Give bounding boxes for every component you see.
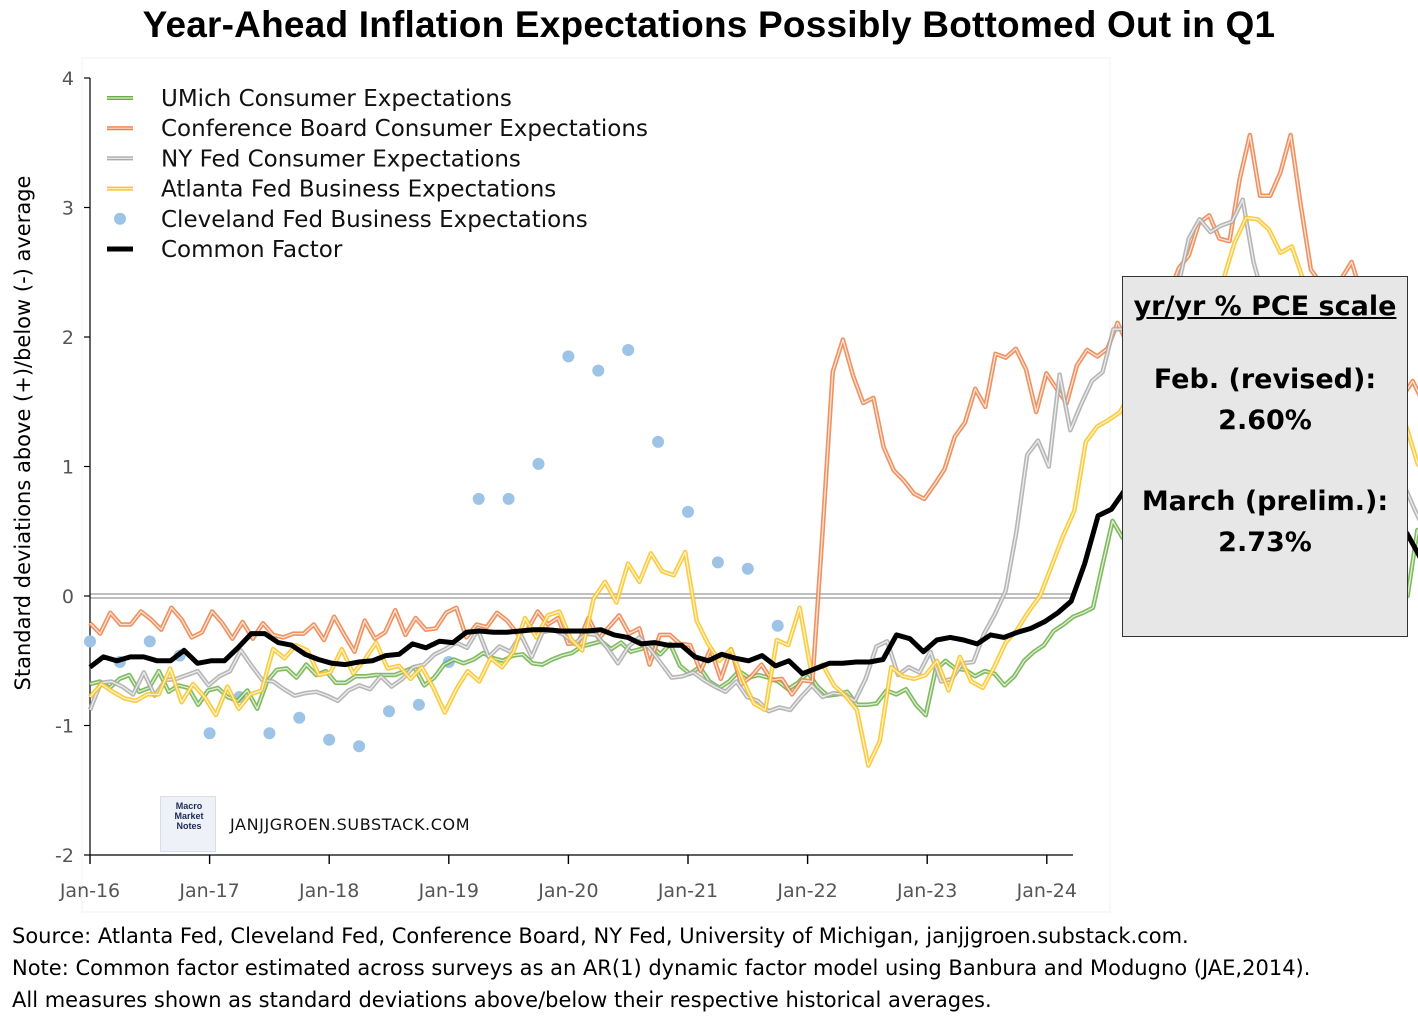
cleveland-fed-business-expectations-point: [293, 711, 306, 724]
cleveland-fed-business-expectations-point: [532, 457, 545, 470]
cleveland-fed-business-expectations-point: [353, 740, 366, 753]
y-tick-label: -2: [55, 845, 74, 867]
cleveland-fed-business-expectations-legend-marker: [114, 212, 126, 225]
chart-title: Year-Ahead Inflation Expectations Possib…: [142, 4, 1276, 45]
axes: 4 3 2 1 0 -1 -2 Jan-16 Jan-17 Jan-18 Jan-19 Jan-20 J…: [55, 68, 1077, 902]
x-tick-label: Jan-19: [418, 880, 479, 902]
cleveland-fed-business-expectations-point: [622, 343, 635, 356]
cleveland-fed-business-expectations-point: [84, 635, 96, 648]
x-tick-label: Jan-24: [1016, 880, 1077, 902]
x-tick-label: Jan-16: [59, 880, 120, 902]
footnotes: Source: Atlanta Fed, Cleveland Fed, Conf…: [12, 920, 1310, 1016]
cleveland-fed-business-expectations-point: [711, 556, 724, 569]
x-tick-label: Jan-23: [896, 880, 957, 902]
cleveland-fed-business-expectations-point: [472, 492, 485, 505]
feb-value: 2.60%: [1218, 405, 1312, 436]
x-tick-label: Jan-22: [776, 880, 837, 902]
cleveland-fed-business-expectations-point: [741, 562, 754, 575]
march-value: 2.73%: [1218, 527, 1312, 558]
cleveland-fed-business-expectations-point: [412, 698, 425, 711]
conference-board-consumer-expectations-line-highlight: [89, 134, 1418, 696]
measure-note: All measures shown as standard deviation…: [12, 988, 992, 1012]
x-tick-label: Jan-18: [298, 880, 359, 902]
feb-label: Feb. (revised):: [1153, 364, 1377, 395]
legend: UMich Consumer Expectations Conference Bo…: [107, 86, 648, 263]
cleveland-fed-business-expectations-point: [502, 492, 515, 505]
logo-text: Macro Market Notes: [174, 801, 204, 831]
cleveland-fed-business-expectations-point: [592, 364, 605, 377]
cleveland-fed-business-expectations-legend-label: Cleveland Fed Business Expectations: [161, 207, 588, 233]
march-label: March (prelim.):: [1141, 486, 1389, 517]
y-axis-label: Standard deviations above (+)/below (-) …: [11, 176, 35, 691]
method-note: Note: Common factor estimated across sur…: [12, 956, 1311, 980]
y-tick-label: 4: [62, 68, 74, 90]
source-note: Source: Atlanta Fed, Cleveland Fed, Conf…: [12, 924, 1189, 948]
watermark: Macro Market Notes JANJJGROEN.SUBSTACK.C…: [160, 796, 470, 852]
macro-market-notes-logo: Macro Market Notes: [160, 796, 216, 852]
y-tick-label: 2: [62, 327, 74, 349]
cleveland-fed-business-expectations-point: [263, 727, 276, 740]
cleveland-fed-business-expectations-point: [652, 435, 665, 448]
cleveland-fed-business-expectations-point: [323, 733, 336, 746]
atlanta-fed-business-expectations-legend-label: Atlanta Fed Business Expectations: [161, 177, 556, 203]
cleveland-fed-business-expectations-point: [682, 505, 694, 518]
cleveland-fed-business-expectations-point: [143, 635, 156, 648]
plot-panel: [81, 57, 1111, 913]
x-tick-label: Jan-17: [178, 880, 239, 902]
y-tick-label: 3: [62, 198, 74, 220]
y-tick-label: 0: [62, 586, 74, 608]
watermark-text: JANJJGROEN.SUBSTACK.COM: [230, 814, 471, 834]
pce-scale-box: yr/yr % PCE scale Feb. (revised): 2.60% …: [1122, 276, 1408, 637]
common-factor-legend-label: Common Factor: [161, 237, 343, 263]
umich-consumer-expectations-legend-label: UMich Consumer Expectations: [161, 86, 512, 112]
cleveland-fed-business-expectations-point: [383, 705, 395, 718]
cleveland-fed-business-expectations-point: [771, 619, 784, 632]
ny-fed-consumer-expectations-legend-label: NY Fed Consumer Expectations: [161, 146, 521, 172]
pce-box-header: yr/yr % PCE scale: [1133, 291, 1397, 322]
conference-board-consumer-expectations-legend-label: Conference Board Consumer Expectations: [161, 116, 648, 142]
cleveland-fed-business-expectations-point: [203, 727, 216, 740]
x-tick-label: Jan-20: [537, 880, 598, 902]
y-tick-label: -1: [55, 716, 74, 738]
x-tick-label: Jan-21: [657, 880, 718, 902]
y-tick-label: 1: [62, 457, 74, 479]
cleveland-fed-business-expectations-point: [562, 350, 575, 363]
